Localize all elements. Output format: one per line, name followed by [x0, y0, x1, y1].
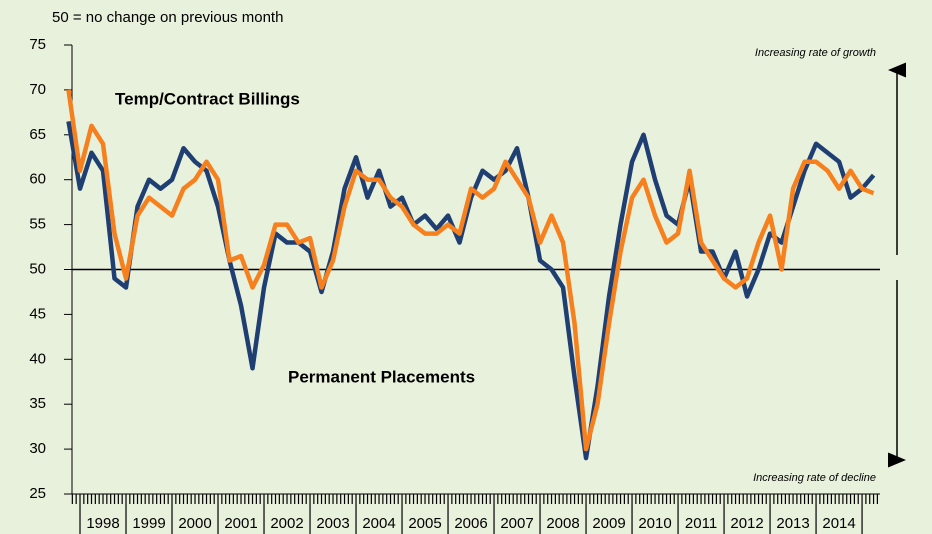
y-tick-label: 55 — [29, 216, 46, 233]
y-tick-label: 60 — [29, 171, 46, 188]
x-tick-label: 2003 — [316, 515, 349, 532]
y-tick-label: 50 — [29, 260, 46, 277]
x-tick-label: 2004 — [362, 515, 395, 532]
x-tick-label: 2012 — [730, 515, 763, 532]
x-tick-label: 1998 — [86, 515, 119, 532]
y-tick-label: 30 — [29, 440, 46, 457]
y-tick-label: 65 — [29, 126, 46, 143]
y-tick-label: 35 — [29, 395, 46, 412]
x-tick-label: 2006 — [454, 515, 487, 532]
series-line — [66, 120, 876, 461]
x-tick-label: 2009 — [592, 515, 625, 532]
annotation: Increasing rate of decline — [753, 472, 876, 484]
x-tick-label: 2011 — [685, 515, 717, 532]
y-tick-label: 25 — [29, 485, 46, 502]
y-tick-label: 45 — [29, 305, 46, 322]
x-tick-label: 2001 — [224, 515, 257, 532]
x-tick-label: 2010 — [638, 515, 671, 532]
x-tick-label: 2000 — [178, 515, 211, 532]
series-label: Permanent Placements — [288, 367, 475, 386]
subtitle: 50 = no change on previous month — [52, 9, 283, 26]
x-tick-label: 2014 — [822, 515, 855, 532]
x-tick-label: 2013 — [776, 515, 809, 532]
x-tick-label: 2007 — [500, 515, 533, 532]
x-tick-label: 2005 — [408, 515, 441, 532]
y-tick-label: 75 — [29, 36, 46, 53]
y-tick-label: 70 — [29, 81, 46, 98]
series-label: Temp/Contract Billings — [115, 89, 300, 108]
y-tick-label: 40 — [29, 350, 46, 367]
series-line — [66, 89, 875, 452]
x-tick-label: 1999 — [132, 515, 165, 532]
x-tick-label: 2008 — [546, 515, 579, 532]
x-tick-label: 2002 — [270, 515, 303, 532]
annotation: Increasing rate of growth — [755, 47, 876, 59]
